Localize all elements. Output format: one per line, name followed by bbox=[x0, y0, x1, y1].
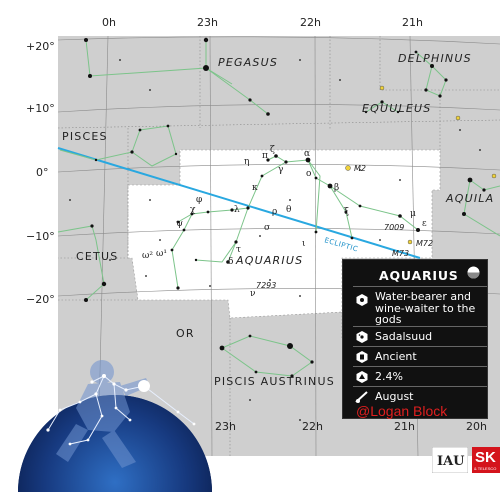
dec-label-minus10: −10° bbox=[26, 230, 55, 243]
sky-telescope-logo: SK & TELESCO bbox=[472, 447, 500, 473]
svg-text:μ: μ bbox=[410, 209, 416, 219]
ra-label-22h: 22h bbox=[300, 16, 321, 29]
info-row-best-month: August bbox=[353, 386, 487, 407]
svg-text:γ: γ bbox=[278, 165, 283, 175]
svg-text:χ: χ bbox=[190, 205, 196, 215]
ra-label-0h: 0h bbox=[102, 16, 116, 29]
constellation-label-delphinus: DELPHINUS bbox=[398, 52, 472, 65]
svg-text:ξ: ξ bbox=[344, 207, 349, 217]
svg-text:σ: σ bbox=[264, 223, 270, 233]
object-label-7293: 7293 bbox=[256, 281, 276, 290]
svg-text:ι: ι bbox=[302, 239, 306, 249]
origin-icon bbox=[356, 351, 368, 363]
globe-stars bbox=[46, 374, 196, 446]
dec-label-minus20: −20° bbox=[26, 293, 55, 306]
svg-text:δ: δ bbox=[228, 257, 233, 267]
constellation-globe-inset bbox=[18, 360, 212, 492]
svg-text:π: π bbox=[262, 151, 268, 161]
greek-letter-labels: η ζ γ α π κ ο β ε μ ψ λ ρ θ ξ σ χ ι φ τ … bbox=[142, 145, 427, 299]
constellation-label-partial: OR bbox=[176, 327, 195, 340]
constellation-info-panel: AQUARIUS Water-bearer and wine-waiter to… bbox=[342, 259, 488, 419]
constellation-label-pisces: PISCES bbox=[62, 130, 108, 143]
svg-text:β: β bbox=[334, 183, 339, 193]
svg-text:ν: ν bbox=[250, 289, 255, 299]
ra-label-21h: 21h bbox=[402, 16, 423, 29]
constellation-label-aquila: AQUILA bbox=[445, 192, 494, 205]
stars bbox=[69, 37, 486, 421]
iau-logo-text: IAU bbox=[437, 454, 465, 469]
info-row-meaning: Water-bearer and wine-waiter to the gods bbox=[353, 286, 487, 327]
area-icon bbox=[356, 371, 368, 383]
dec-label-0: 0° bbox=[36, 166, 49, 179]
sky-logo-text: SK bbox=[475, 449, 496, 466]
info-origin-text: Ancient bbox=[375, 350, 417, 363]
info-title: AQUARIUS bbox=[379, 268, 459, 283]
constellation-label-cetus: CETUS bbox=[76, 250, 118, 263]
iau-logo: IAU bbox=[431, 446, 469, 474]
svg-text:η: η bbox=[244, 157, 249, 167]
object-label-7009: 7009 bbox=[384, 223, 404, 232]
svg-text:ο: ο bbox=[306, 169, 311, 179]
ra-label-23h: 23h bbox=[197, 16, 218, 29]
svg-text:ω¹: ω¹ bbox=[156, 249, 167, 259]
month-icon bbox=[355, 391, 368, 403]
object-label-m72: M72 bbox=[416, 239, 433, 248]
ra-label-bottom-20h: 20h bbox=[466, 420, 487, 433]
svg-text:ω²: ω² bbox=[142, 251, 153, 261]
info-meaning-text: Water-bearer and wine-waiter to the gods bbox=[375, 290, 476, 326]
info-row-origin: Ancient bbox=[353, 346, 487, 367]
ra-label-bottom-22h: 22h bbox=[302, 420, 323, 433]
ra-label-bottom-21h: 21h bbox=[394, 420, 415, 433]
info-row-brightest-star: Sadalsuud bbox=[353, 326, 487, 347]
water-bearer-figure bbox=[56, 360, 150, 468]
svg-text:φ: φ bbox=[196, 195, 202, 205]
object-label-m2: M2 bbox=[354, 164, 366, 173]
meaning-icon bbox=[356, 294, 368, 306]
svg-text:ρ: ρ bbox=[272, 207, 277, 217]
ra-label-bottom-23h: 23h bbox=[215, 420, 236, 433]
constellation-label-equuleus: EQUULEUS bbox=[362, 102, 431, 115]
credit-watermark: @Logan Block bbox=[356, 403, 448, 419]
constellation-label-piscis-austrinus: PISCIS AUSTRINUS bbox=[214, 375, 335, 388]
svg-text:κ: κ bbox=[252, 183, 258, 193]
svg-text:α: α bbox=[304, 149, 310, 159]
moon-icon bbox=[467, 266, 480, 279]
dec-label-plus20: +20° bbox=[26, 40, 55, 53]
svg-text:λ: λ bbox=[234, 205, 240, 215]
svg-text:τ: τ bbox=[236, 245, 241, 255]
star-icon bbox=[356, 331, 368, 343]
svg-text:θ: θ bbox=[286, 205, 291, 215]
svg-text:ε: ε bbox=[422, 219, 427, 229]
dec-label-plus10: +10° bbox=[26, 102, 55, 115]
info-sky-area-text: 2.4% bbox=[375, 370, 403, 383]
info-row-sky-area: 2.4% bbox=[353, 366, 487, 387]
constellation-label-aquarius: AQUARIUS bbox=[235, 254, 303, 267]
svg-text:ζ: ζ bbox=[270, 145, 275, 155]
sky-logo-subtext: & TELESCO bbox=[474, 466, 497, 471]
object-label-m73: M73 bbox=[392, 249, 409, 258]
info-brightest-star-text: Sadalsuud bbox=[375, 330, 433, 343]
svg-text:ψ: ψ bbox=[176, 219, 183, 229]
info-best-month-text: August bbox=[375, 390, 414, 403]
ecliptic-line bbox=[57, 147, 421, 259]
deep-sky-objects bbox=[345, 85, 497, 245]
constellation-label-pegasus: PEGASUS bbox=[218, 56, 278, 69]
